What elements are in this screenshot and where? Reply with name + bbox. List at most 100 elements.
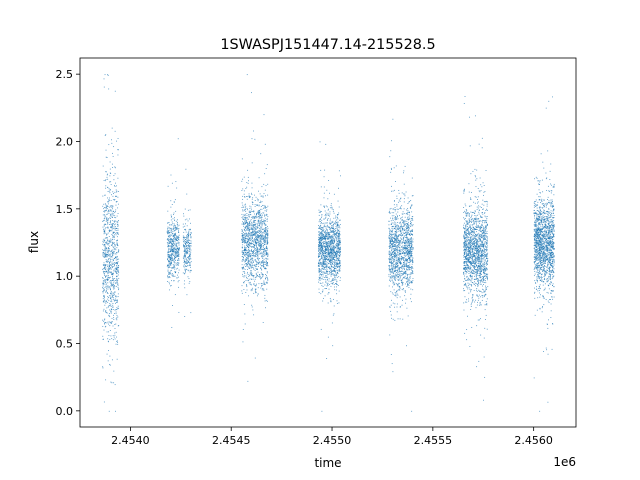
data-point (406, 228, 408, 230)
data-point (246, 225, 248, 227)
data-point (322, 286, 324, 287)
data-point (389, 258, 391, 260)
data-point (402, 247, 404, 248)
data-point (178, 269, 180, 271)
data-point (116, 232, 118, 234)
data-point (112, 225, 114, 227)
data-point (328, 232, 329, 234)
data-point (174, 266, 176, 268)
data-point (336, 248, 338, 249)
data-point (104, 269, 106, 270)
data-point (117, 296, 119, 298)
data-point (267, 264, 269, 266)
data-point (336, 274, 338, 275)
data-point (328, 235, 330, 237)
data-point (395, 181, 396, 182)
data-point (109, 168, 111, 170)
data-point (176, 235, 178, 237)
data-point (412, 260, 414, 262)
data-point (103, 203, 105, 205)
data-point (253, 244, 254, 245)
data-point (183, 246, 185, 248)
data-point (327, 278, 328, 280)
data-point (254, 259, 256, 261)
data-point (329, 192, 330, 194)
data-point (247, 249, 249, 250)
data-point (116, 282, 118, 284)
data-point (107, 244, 109, 246)
data-point (326, 230, 328, 232)
data-point (328, 254, 330, 256)
data-point (407, 246, 409, 248)
data-point (394, 210, 396, 212)
data-point (189, 266, 191, 268)
data-point (104, 246, 106, 248)
data-point (399, 215, 400, 217)
data-point (320, 235, 322, 237)
data-point (262, 254, 263, 256)
data-point (257, 257, 259, 259)
data-point (254, 233, 256, 235)
data-point (247, 262, 249, 264)
data-point (328, 257, 330, 259)
data-point (118, 265, 120, 267)
data-point (326, 222, 328, 224)
data-point (114, 244, 115, 246)
data-point (251, 235, 253, 237)
data-point (105, 253, 107, 255)
data-point (408, 264, 410, 266)
data-point (391, 317, 392, 319)
data-point (110, 292, 112, 294)
data-segment-6 (388, 118, 414, 412)
data-point (326, 248, 327, 250)
data-point (266, 271, 268, 273)
data-point (243, 289, 245, 290)
data-point (323, 268, 325, 270)
data-point (106, 176, 108, 178)
data-point (409, 242, 411, 244)
data-point (324, 241, 325, 243)
data-point (174, 225, 176, 227)
data-point (327, 234, 329, 236)
data-point (335, 268, 337, 269)
data-point (104, 243, 106, 245)
data-point (338, 237, 340, 239)
data-point (186, 263, 188, 265)
data-point (265, 250, 267, 252)
data-point (249, 250, 251, 252)
data-point (113, 294, 115, 296)
data-point (334, 234, 336, 235)
data-point (411, 281, 413, 283)
data-point (254, 253, 256, 254)
data-point (339, 252, 341, 254)
data-point (253, 244, 255, 246)
data-point (169, 262, 171, 264)
data-point (102, 367, 104, 369)
data-point (104, 214, 106, 216)
data-point (172, 259, 174, 261)
data-point (254, 289, 256, 291)
data-point (247, 196, 249, 197)
data-point (331, 249, 333, 251)
data-point (256, 212, 258, 214)
data-point (248, 263, 250, 265)
data-point (115, 280, 117, 281)
data-point (392, 273, 394, 275)
data-point (173, 225, 175, 227)
data-point (254, 233, 256, 235)
data-point (116, 191, 118, 193)
data-point (333, 286, 335, 288)
data-point (105, 275, 107, 277)
data-point (263, 228, 265, 230)
data-point (255, 285, 257, 287)
data-point (113, 248, 115, 250)
data-point (400, 275, 402, 277)
data-point (323, 205, 325, 207)
data-point (253, 250, 255, 252)
data-point (337, 200, 339, 202)
data-point (187, 247, 189, 249)
data-point (405, 264, 407, 266)
data-point (324, 169, 326, 171)
data-point (338, 244, 340, 246)
data-point (167, 240, 169, 242)
